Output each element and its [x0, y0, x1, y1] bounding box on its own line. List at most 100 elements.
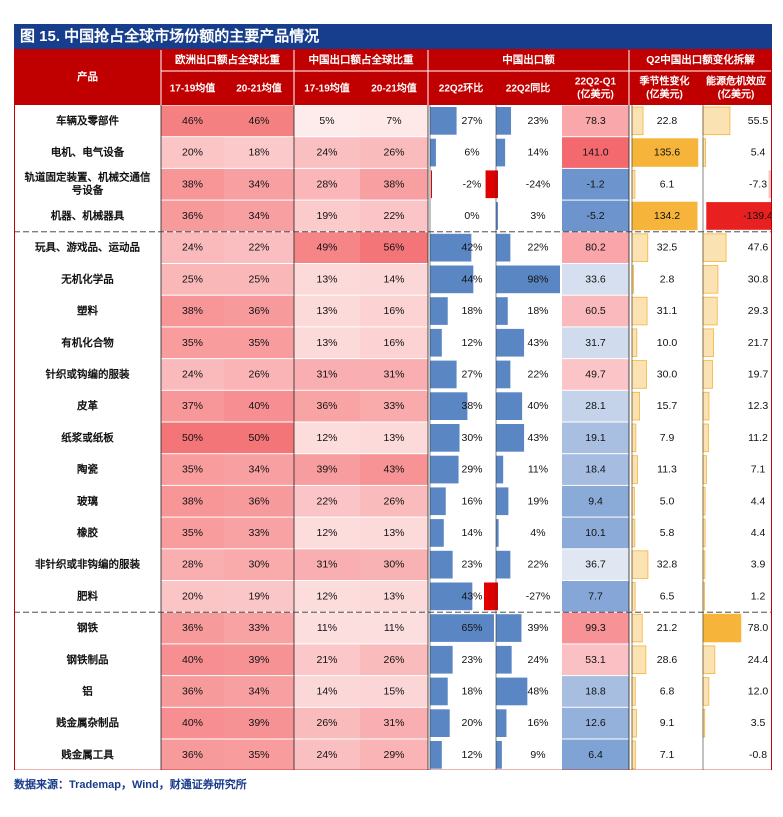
heat-cell: [294, 390, 360, 422]
data-bar: [496, 360, 511, 389]
table-cell: 99.3: [585, 622, 606, 634]
heat-cell: [161, 327, 224, 359]
heat-cell: [294, 327, 360, 359]
table-cell: 22%: [527, 368, 548, 380]
table-cell: 13%: [316, 305, 337, 317]
heat-cell: [562, 295, 629, 327]
table-cell: 40%: [248, 400, 269, 412]
table-row: 轨道固定装置、机械交通信号设备 38% 34% 28% 38% -2% -24% -1.2 6.…: [25, 168, 772, 201]
heat-cell: [224, 232, 294, 263]
data-bar-negative: [768, 170, 772, 199]
table-cell: 4.4: [751, 527, 766, 539]
data-bar: [702, 233, 727, 262]
column-header: (亿美元): [577, 88, 614, 101]
row-label: 非针织或非钩编的服装: [35, 558, 140, 571]
table-cell: 28.1: [585, 400, 606, 412]
table-row: 橡胶 35% 33% 12% 13% 14% 4% 10.1 5.8 4.4: [77, 517, 765, 549]
table-cell: 49.7: [585, 368, 606, 380]
group-header: 欧洲出口额占全球比重: [175, 53, 280, 66]
table-cell: 30.8: [748, 273, 769, 285]
table-cell: 16%: [527, 717, 548, 729]
table-cell: 31.7: [585, 337, 606, 349]
data-bar: [430, 297, 448, 325]
row-label: 针织或钩编的服装: [45, 367, 130, 380]
row-label: 无机化学品: [60, 272, 114, 285]
table-cell: 32.5: [657, 242, 678, 254]
table-cell: 11%: [384, 622, 404, 634]
heat-cell: [562, 454, 629, 485]
heat-cell: [360, 200, 428, 232]
table-cell: 34%: [248, 464, 269, 476]
table-cell: 24.4: [748, 654, 769, 666]
heat-cell: [360, 422, 428, 454]
table-cell: 35%: [248, 337, 269, 349]
heat-cell: [294, 200, 360, 232]
heat-cell: [161, 517, 224, 549]
heat-cell: [294, 454, 360, 485]
row-label: 肥料: [77, 589, 98, 602]
table-cell: 31.1: [657, 305, 678, 317]
heat-cell: [294, 264, 360, 295]
table-cell: 35%: [182, 337, 203, 349]
data-bar: [430, 138, 436, 167]
heat-cell: [224, 485, 294, 517]
table-cell: 13%: [383, 590, 404, 602]
row-label: 塑料: [77, 304, 98, 317]
table-cell: 4%: [530, 527, 545, 539]
data-bar: [430, 614, 494, 642]
table-row: 非针织或非钩编的服装 28% 30% 31% 30% 23% 22% 36.7 32.8 3.9: [35, 548, 765, 581]
table-cell: 30%: [461, 432, 482, 444]
data-bar: [496, 107, 512, 135]
row-label: 玩具、游戏品、运动品: [35, 241, 140, 254]
data-bar: [631, 455, 638, 484]
product-header: 产品: [77, 70, 98, 83]
table-cell: 78.3: [585, 115, 606, 127]
table-cell: 23%: [527, 115, 548, 127]
table-cell: -2%: [463, 178, 482, 190]
table-row: 铝 36% 34% 14% 15% 18% 48% 18.8 6.8 12.0: [82, 675, 769, 708]
heat-cell: [360, 581, 428, 612]
table-cell: 35%: [182, 527, 203, 539]
table-cell: 14%: [461, 527, 482, 539]
data-bar: [496, 519, 499, 547]
table-cell: 21.2: [657, 622, 678, 634]
heat-cell: [161, 454, 224, 485]
table-row: 玩具、游戏品、运动品 24% 22% 49% 56% 42% 22% 80.2 32.5 47.6: [35, 231, 768, 264]
data-bar: [430, 328, 442, 357]
table-cell: 22%: [316, 495, 337, 507]
heat-cell: [360, 676, 428, 707]
table-cell: 6%: [464, 147, 479, 159]
data-bar: [631, 138, 699, 167]
table-cell: 12%: [316, 590, 337, 602]
heat-cell: [161, 676, 224, 707]
table-cell: -139.4: [743, 210, 772, 222]
table-row: 贱金属杂制品 40% 39% 26% 31% 20% 16% 12.6 9.1 3.5: [56, 707, 765, 739]
heat-cell: [294, 359, 360, 390]
table-cell: 24%: [316, 749, 337, 761]
heat-cell: [360, 454, 428, 485]
table-cell: 24%: [316, 147, 337, 159]
table-cell: 36%: [182, 685, 203, 697]
table-cell: 34%: [248, 210, 269, 222]
table-cell: 12.0: [748, 685, 769, 697]
table-row: 有机化合物 35% 35% 13% 16% 12% 43% 31.7 10.0 21.7: [61, 326, 768, 359]
heat-cell: [562, 517, 629, 549]
heat-cell: [360, 390, 428, 422]
heat-cell: [562, 707, 629, 739]
table-cell: 10.1: [585, 527, 606, 539]
heat-cell: [161, 359, 224, 390]
table-cell: 7.7: [588, 590, 603, 602]
heat-cell: [224, 454, 294, 485]
data-bar: [496, 265, 560, 294]
table-cell: 36%: [248, 305, 269, 317]
data-bar: [702, 518, 706, 548]
table-cell: 50%: [182, 432, 203, 444]
heat-cell: [294, 105, 360, 137]
table-cell: -1.2: [586, 178, 604, 190]
table-cell: 31%: [316, 368, 337, 380]
table-row: 贱金属工具 36% 35% 24% 29% 12% 9% 6.4 7.1 -0.8: [61, 739, 772, 770]
table-cell: 134.2: [654, 210, 680, 222]
table-cell: 18.4: [585, 464, 606, 476]
data-bar: [430, 741, 442, 769]
table-cell: 38%: [182, 178, 203, 190]
